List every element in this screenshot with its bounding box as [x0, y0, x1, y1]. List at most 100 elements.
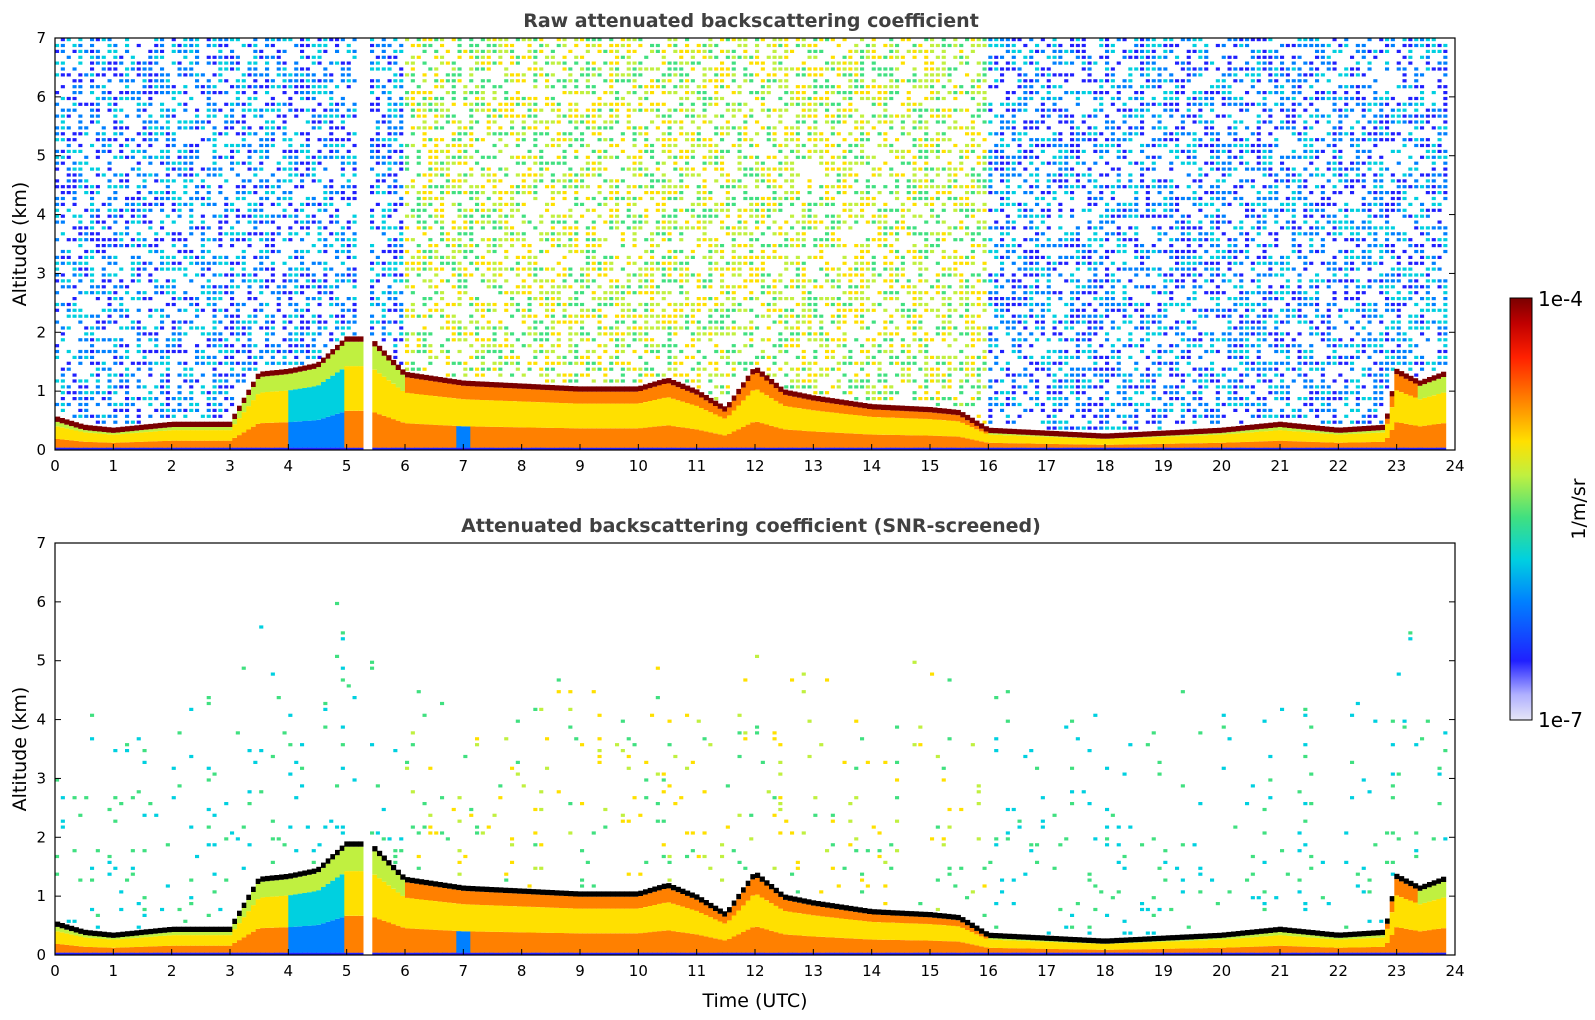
noise-cell [580, 138, 585, 142]
noise-cell [66, 391, 71, 395]
noise-cell [148, 361, 153, 365]
noise-cell [801, 302, 806, 307]
noise-cell [545, 185, 550, 189]
noise-cell [288, 232, 293, 236]
noise-cell [84, 273, 89, 277]
noise-cell [60, 402, 65, 407]
noise-cell [749, 297, 754, 301]
noise-cell [78, 214, 83, 218]
noise-cell [375, 96, 380, 101]
noise-cell [848, 355, 853, 359]
noise-cell [136, 414, 141, 418]
noise-cell [218, 43, 223, 48]
noise-cell [755, 43, 760, 48]
noise-cell [183, 143, 188, 148]
noise-cell [142, 155, 147, 159]
noise-cell [836, 238, 841, 242]
noise-cell [393, 132, 398, 136]
noise-cell [370, 138, 375, 142]
noise-cell [265, 255, 270, 259]
noise-cell [160, 43, 165, 48]
noise-cell [766, 43, 771, 48]
noise-cell [346, 202, 351, 206]
noise-cell [55, 138, 60, 142]
noise-cell [340, 73, 345, 77]
noise-cell [212, 379, 217, 383]
noise-cell [661, 132, 666, 136]
noise-cell [603, 238, 608, 242]
noise-cell [580, 179, 585, 183]
noise-cell [842, 291, 847, 295]
noise-cell [533, 61, 538, 65]
noise-cell [329, 132, 334, 136]
noise-cell [743, 244, 748, 248]
noise-cell [615, 285, 620, 289]
noise-cell [475, 255, 480, 259]
noise-cell [253, 279, 258, 283]
noise-cell [200, 167, 205, 171]
noise-cell [399, 167, 404, 171]
noise-cell [504, 38, 509, 42]
noise-cell [445, 361, 450, 365]
noise-cell [434, 173, 439, 177]
noise-cell [591, 85, 596, 89]
noise-cell [387, 155, 392, 159]
noise-cell [78, 391, 83, 395]
noise-cell [399, 332, 404, 336]
noise-cell [294, 91, 299, 95]
noise-cell [405, 367, 410, 371]
noise-cell [218, 238, 223, 242]
noise-cell [626, 255, 631, 259]
noise-cell [317, 208, 322, 212]
noise-cell [556, 338, 561, 342]
noise-cell [591, 244, 596, 248]
noise-cell [504, 49, 509, 53]
noise-cell [235, 102, 240, 106]
noise-cell [230, 232, 235, 236]
noise-cell [60, 408, 65, 412]
noise-cell [428, 108, 433, 112]
noise-cell [615, 226, 620, 230]
noise-cell [440, 114, 445, 118]
noise-cell [556, 261, 561, 265]
noise-cell [603, 120, 608, 124]
noise-cell [276, 344, 281, 348]
noise-cell [562, 61, 567, 65]
noise-cell [807, 55, 812, 59]
noise-cell [813, 355, 818, 359]
noise-cell [253, 314, 258, 318]
noise-cell [545, 161, 550, 165]
noise-cell [241, 120, 246, 124]
noise-cell [574, 361, 579, 365]
noise-cell [766, 73, 771, 77]
noise-cell [323, 155, 328, 159]
noise-cell [597, 308, 602, 312]
noise-cell [790, 385, 795, 389]
noise-cell [218, 379, 223, 383]
noise-cell [84, 161, 89, 165]
noise-cell [539, 67, 544, 71]
noise-cell [160, 408, 165, 412]
noise-cell [294, 167, 299, 171]
noise-cell [778, 332, 783, 336]
noise-cell [749, 332, 754, 336]
noise-cell [644, 185, 649, 189]
noise-cell [498, 38, 503, 42]
noise-cell [550, 179, 555, 183]
noise-cell [434, 85, 439, 89]
noise-cell [440, 196, 445, 201]
noise-cell [848, 214, 853, 218]
noise-cell [667, 261, 672, 265]
noise-cell [119, 108, 124, 112]
noise-cell [679, 85, 684, 89]
noise-cell [95, 102, 100, 106]
noise-cell [550, 161, 555, 165]
noise-cell [72, 132, 77, 136]
noise-cell [300, 267, 305, 271]
noise-cell [230, 208, 235, 212]
noise-cell [638, 102, 643, 106]
noise-cell [84, 391, 89, 395]
noise-cell [206, 185, 211, 189]
noise-cell [445, 49, 450, 53]
noise-cell [603, 261, 608, 265]
